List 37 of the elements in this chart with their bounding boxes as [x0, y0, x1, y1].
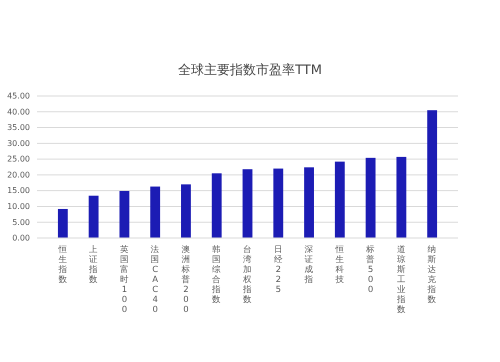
x-tick-label: 上证指数: [88, 244, 98, 285]
x-tick-label: 法国CAC40: [150, 244, 160, 315]
y-tick-label: 10.00: [7, 202, 30, 212]
x-tick-label: 英国富时100: [120, 244, 129, 315]
x-tick-label: 韩国综合指数: [211, 244, 222, 305]
y-tick-label: 30.00: [7, 138, 30, 148]
bar: [212, 173, 222, 238]
y-tick-label: 45.00: [7, 92, 30, 101]
x-tick-label: 标普500: [365, 244, 376, 295]
chart-title: 全球主要指数市盈率TTM: [178, 62, 322, 78]
bar: [427, 110, 438, 238]
x-tick-label: 澳洲标普200: [180, 244, 190, 315]
x-tick-label: 台湾加权指数: [242, 244, 252, 305]
y-tick-label: 15.00: [7, 186, 30, 196]
y-tick-label: 5.00: [12, 218, 30, 227]
y-tick-label: 40.00: [7, 107, 30, 116]
bar: [58, 208, 68, 238]
x-tick-label: 恒生科技: [334, 244, 344, 285]
bar: [396, 156, 406, 238]
bar: [119, 190, 130, 238]
y-tick-label: 25.00: [7, 154, 30, 164]
bar: [150, 186, 160, 238]
y-tick-label: 20.00: [7, 170, 30, 180]
x-tick-label: 恒生指数: [57, 244, 68, 285]
bar: [273, 168, 284, 238]
bar: [366, 158, 376, 238]
x-tick-label: 深证成指: [304, 244, 314, 285]
x-tick-label: 道琼斯工业指数: [396, 244, 406, 315]
x-tick-label: 纳斯达克指数: [426, 244, 437, 305]
bar: [334, 162, 345, 238]
bar: [181, 184, 191, 238]
x-tick-label: 日经225: [274, 245, 283, 295]
y-tick-label: 35.00: [7, 123, 30, 132]
bar: [88, 196, 99, 238]
y-tick-label: 0.00: [12, 234, 30, 243]
bar: [242, 169, 252, 238]
bar: [304, 167, 314, 238]
